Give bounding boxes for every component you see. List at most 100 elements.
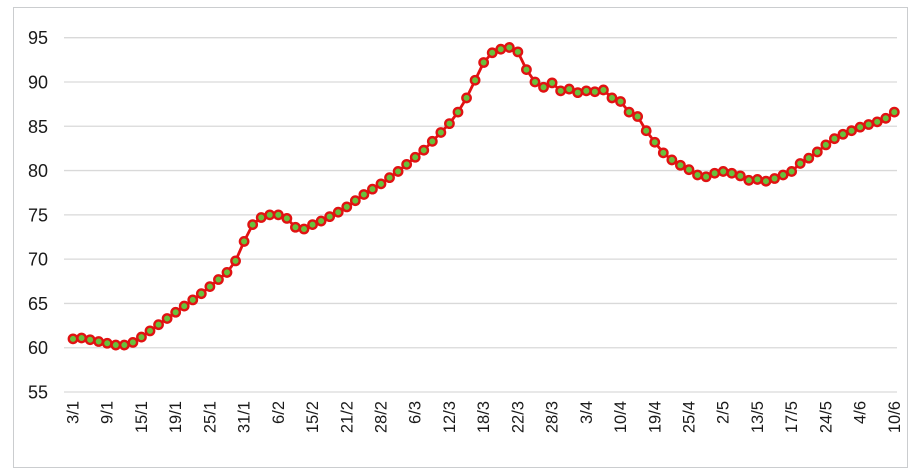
data-point-marker <box>264 209 276 221</box>
data-point-marker <box>110 339 122 351</box>
data-point-marker <box>726 167 738 179</box>
data-point-marker <box>538 81 549 93</box>
data-point-marker <box>820 139 832 151</box>
data-point-marker <box>649 136 661 148</box>
data-point-marker <box>315 215 327 227</box>
x-axis-tick-label: 3/4 <box>578 401 596 424</box>
data-point-marker <box>341 201 353 213</box>
data-point-marker <box>332 206 344 218</box>
data-point-marker <box>683 164 695 176</box>
data-point-marker <box>700 171 712 183</box>
data-point-marker <box>118 339 130 351</box>
data-point-marker <box>452 106 464 118</box>
data-point-marker <box>854 121 866 133</box>
y-axis-tick-label: 80 <box>28 161 48 181</box>
x-axis-tick-label: 15/1 <box>133 401 151 433</box>
x-axis-tick-label: 25/4 <box>680 401 698 433</box>
data-point-marker <box>384 172 395 184</box>
y-axis-tick-label: 95 <box>28 28 48 48</box>
data-point-marker <box>495 43 507 55</box>
data-point-marker <box>760 175 772 187</box>
data-point-marker <box>67 333 79 345</box>
data-point-marker <box>84 334 96 346</box>
data-point-marker <box>401 158 413 170</box>
data-point-marker <box>829 133 840 145</box>
x-axis-tick-label: 9/1 <box>99 401 117 424</box>
data-point-marker <box>717 166 729 177</box>
data-point-marker <box>127 336 139 348</box>
data-point-marker <box>606 92 618 104</box>
data-point-marker <box>213 274 224 285</box>
data-point-marker <box>178 300 190 312</box>
x-axis-tick-label: 12/3 <box>441 401 459 433</box>
data-point-marker <box>743 174 755 186</box>
data-point-marker <box>777 169 789 181</box>
x-axis-tick-label: 22/3 <box>509 401 527 433</box>
x-axis-tick-label: 4/6 <box>852 401 870 424</box>
data-point-marker <box>512 46 524 58</box>
data-point-marker <box>769 173 780 184</box>
data-point-marker <box>136 331 147 343</box>
data-point-marker <box>623 106 635 118</box>
data-point-marker <box>93 336 105 347</box>
data-point-marker <box>444 118 455 130</box>
data-point-marker <box>529 76 541 88</box>
data-point-marker <box>170 306 182 318</box>
data-point-marker <box>888 106 900 118</box>
data-point-marker <box>863 119 875 130</box>
x-axis-tick-label: 6/2 <box>270 401 288 424</box>
data-point-marker <box>230 255 241 267</box>
data-point-marker <box>666 154 678 166</box>
x-axis-tick-label: 18/3 <box>475 401 493 433</box>
data-point-marker <box>358 189 370 200</box>
data-point-marker <box>803 152 815 164</box>
data-point-marker <box>503 42 515 53</box>
data-point-marker <box>101 337 113 349</box>
data-point-marker <box>615 96 626 107</box>
data-point-marker <box>349 195 361 207</box>
x-axis-tick-label: 10/6 <box>886 401 904 433</box>
data-point-marker <box>572 87 584 99</box>
x-axis-tick-label: 28/3 <box>544 401 562 433</box>
x-axis-tick-label: 31/1 <box>236 401 254 433</box>
data-point-marker <box>871 116 883 128</box>
y-axis-tick-label: 55 <box>28 383 48 403</box>
data-point-marker <box>426 135 438 147</box>
data-point-marker <box>675 159 686 171</box>
x-axis-tick-label: 15/2 <box>304 401 322 433</box>
data-point-marker <box>794 158 806 169</box>
x-axis-tick-label: 19/4 <box>646 401 664 433</box>
x-axis-tick-label: 21/2 <box>338 401 356 433</box>
data-point-marker <box>589 86 601 98</box>
data-point-marker <box>298 223 310 235</box>
data-point-marker <box>418 144 430 156</box>
data-point-marker <box>555 85 567 97</box>
data-point-marker <box>204 281 216 292</box>
y-axis-tick-label: 70 <box>28 250 48 270</box>
data-point-marker <box>546 77 558 89</box>
y-axis-tick-label: 60 <box>28 338 48 358</box>
data-point-marker <box>640 125 652 137</box>
data-point-marker <box>469 74 481 86</box>
data-point-marker <box>880 112 892 124</box>
x-axis-tick-label: 6/3 <box>407 401 425 424</box>
data-point-marker <box>598 84 609 96</box>
x-axis-tick-label: 17/5 <box>783 401 801 433</box>
data-point-marker <box>563 83 575 95</box>
y-axis-tick-label: 90 <box>28 72 48 92</box>
data-point-marker <box>752 174 763 185</box>
x-axis-tick-label: 13/5 <box>749 401 767 433</box>
data-point-marker <box>657 147 669 159</box>
data-point-marker <box>392 166 404 177</box>
data-point-marker <box>837 128 849 140</box>
y-axis-tick-label: 75 <box>28 205 48 225</box>
y-axis-tick-label: 85 <box>28 117 48 137</box>
data-point-marker <box>195 288 207 300</box>
data-point-marker <box>76 332 87 344</box>
data-point-marker <box>153 319 164 331</box>
data-point-marker <box>247 219 259 230</box>
x-axis-tick-label: 3/1 <box>65 401 83 424</box>
data-point-marker <box>580 85 592 97</box>
